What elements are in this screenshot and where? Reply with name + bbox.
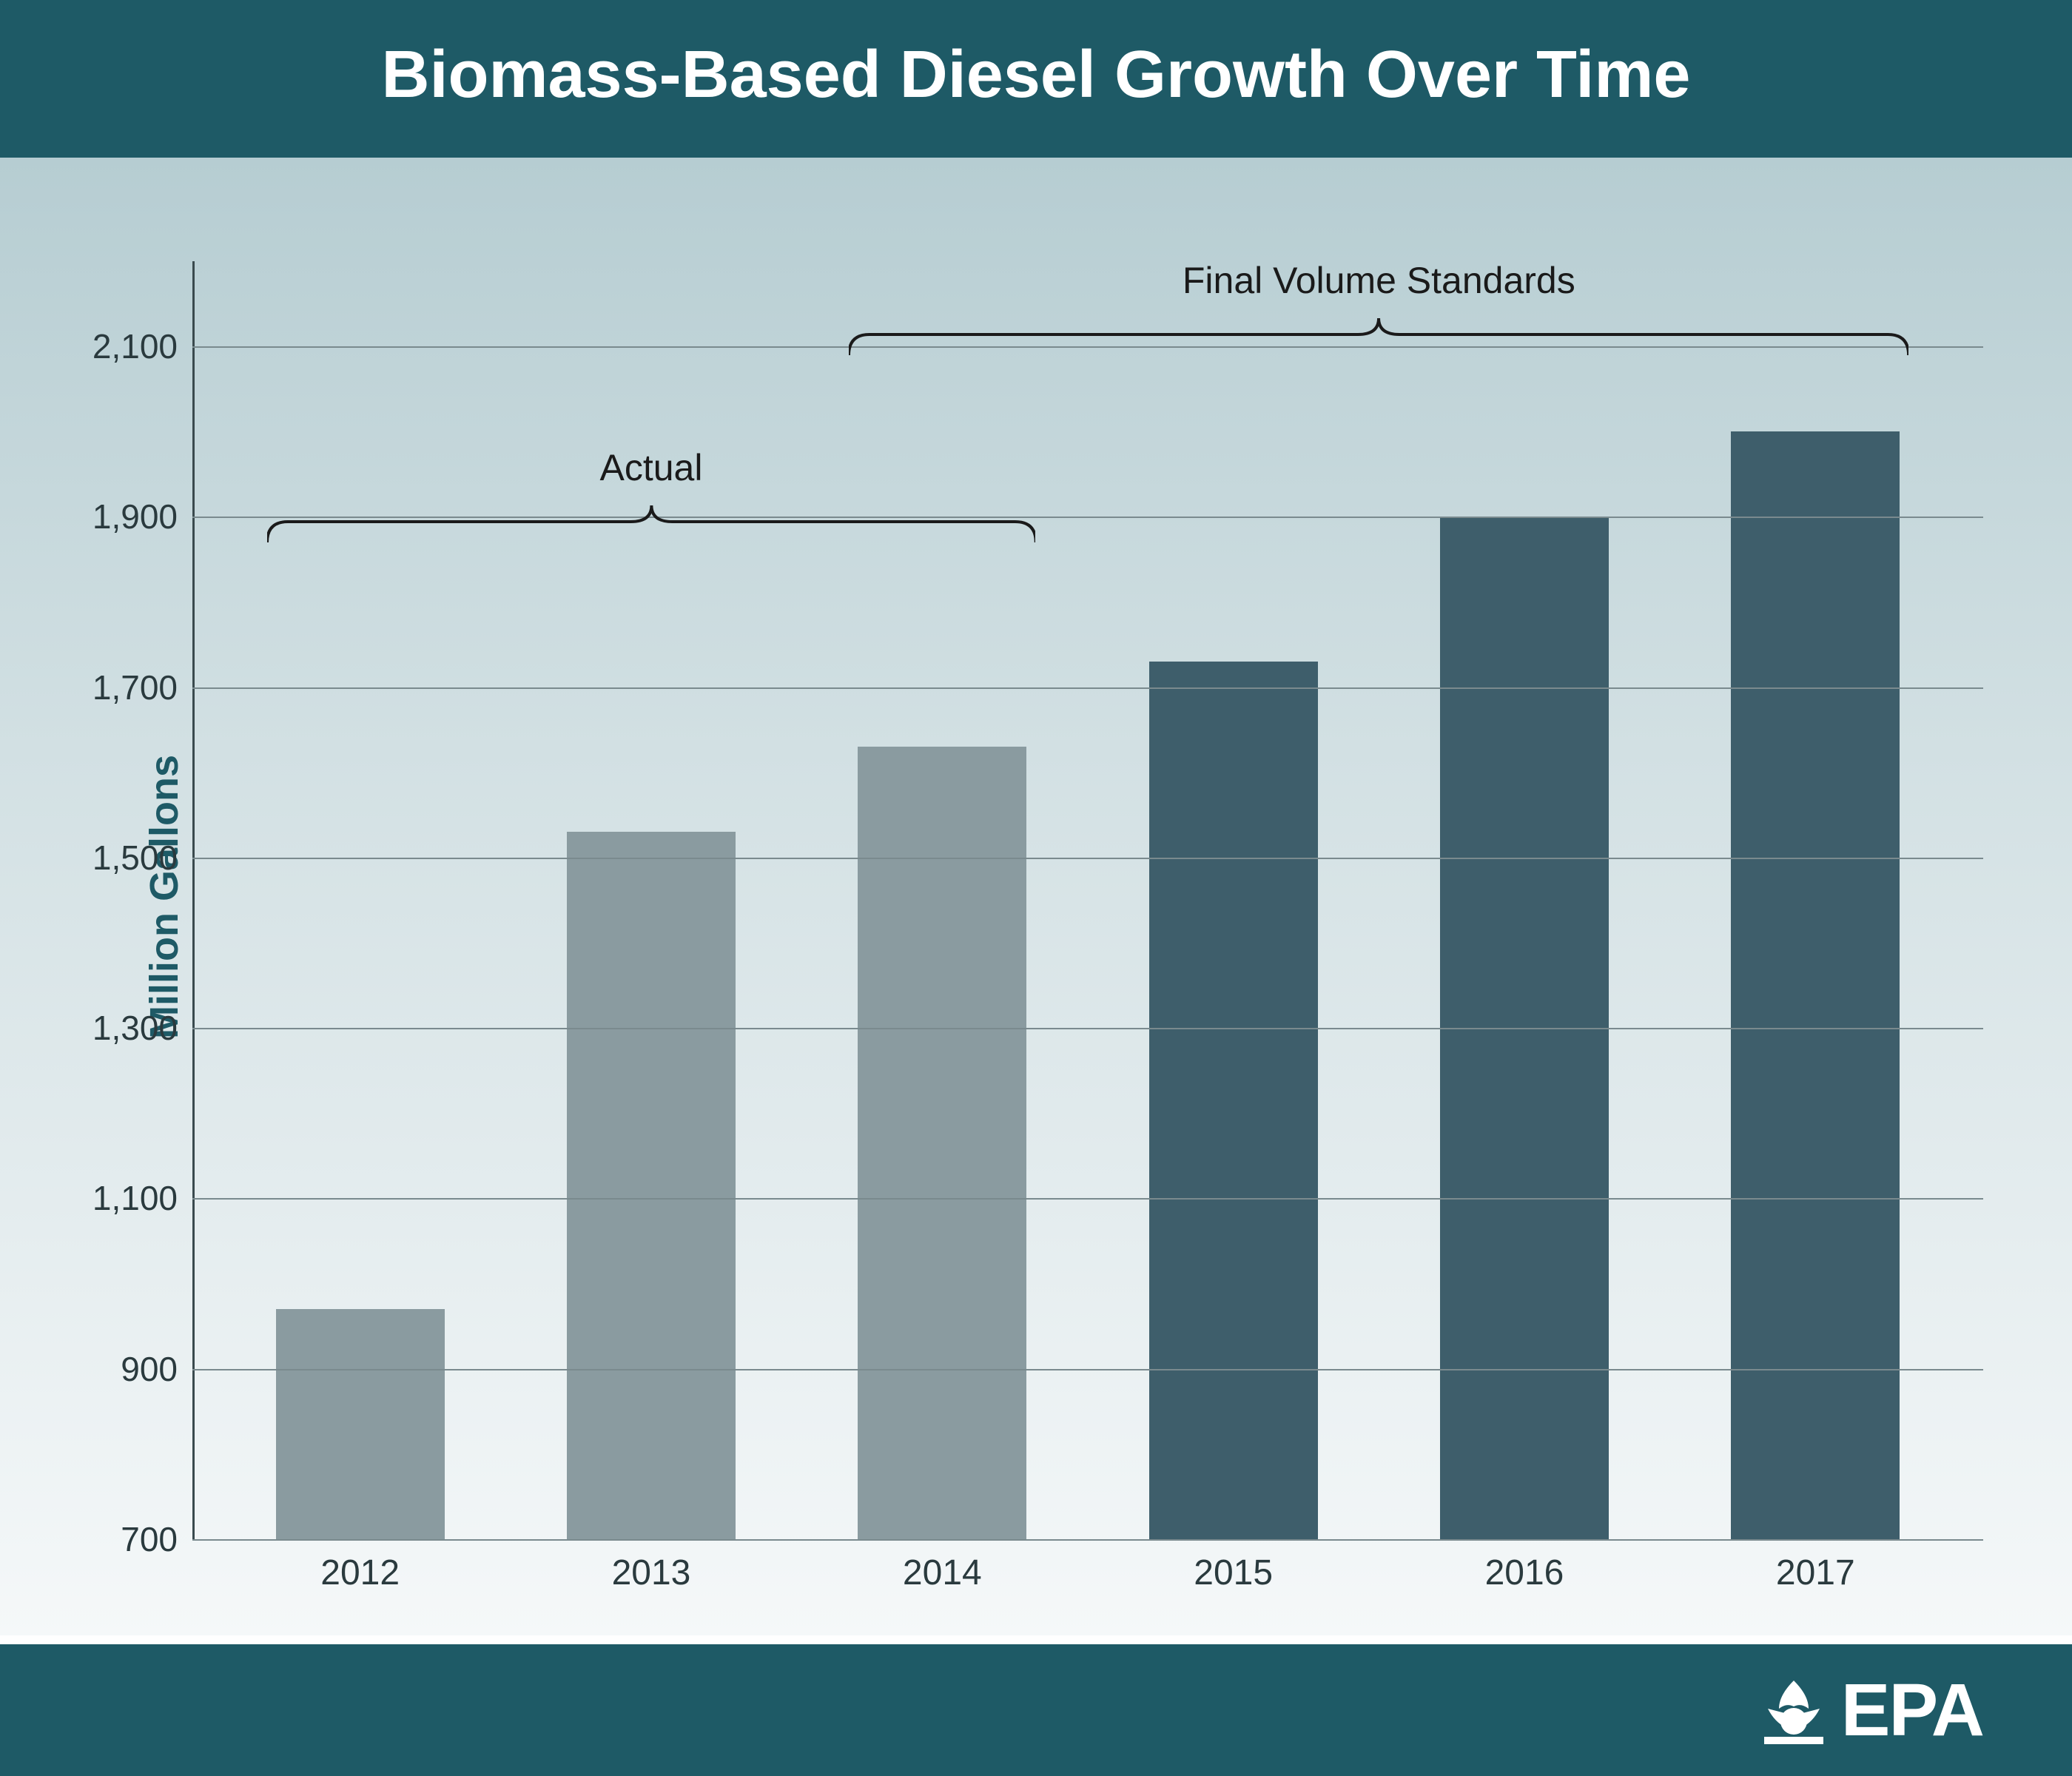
bar xyxy=(1731,431,1900,1539)
y-tick-label: 1,900 xyxy=(92,497,178,536)
bar xyxy=(276,1309,445,1539)
chart-title: Biomass-Based Diesel Growth Over Time xyxy=(0,37,2072,113)
x-tick-label: 2017 xyxy=(1776,1553,1855,1593)
gridline xyxy=(192,346,1983,348)
x-tick-label: 2014 xyxy=(903,1553,982,1593)
chart-container: Biomass-Based Diesel Growth Over Time Mi… xyxy=(0,0,2072,1776)
bar-slot: 2013 xyxy=(505,261,796,1539)
y-axis-label-wrap: Million Gallons xyxy=(141,754,187,1038)
gridline xyxy=(192,517,1983,518)
gridline xyxy=(192,687,1983,689)
bar-slot: 2014 xyxy=(797,261,1088,1539)
x-tick-label: 2015 xyxy=(1194,1553,1273,1593)
y-tick-label: 700 xyxy=(121,1519,178,1559)
bar-slot: 2017 xyxy=(1670,261,1961,1539)
gridline xyxy=(192,1539,1983,1541)
bar xyxy=(1149,662,1318,1539)
bar xyxy=(858,747,1026,1539)
bar-slot: 2012 xyxy=(215,261,505,1539)
bars-group: 201220132014201520162017 xyxy=(192,261,1983,1539)
x-tick-label: 2013 xyxy=(612,1553,691,1593)
x-tick-label: 2016 xyxy=(1485,1553,1564,1593)
bar xyxy=(567,832,736,1539)
epa-logo: EPA xyxy=(1757,1668,1983,1753)
y-axis-label: Million Gallons xyxy=(141,754,187,1038)
epa-logo-text: EPA xyxy=(1841,1668,1983,1753)
y-tick-label: 1,700 xyxy=(92,667,178,707)
chart-area: Million Gallons 201220132014201520162017… xyxy=(0,158,2072,1635)
y-tick-label: 1,100 xyxy=(92,1178,178,1218)
gridline xyxy=(192,1198,1983,1200)
y-tick-label: 900 xyxy=(121,1349,178,1389)
plot-region: 201220132014201520162017 7009001,1001,30… xyxy=(192,261,1983,1591)
y-tick-label: 2,100 xyxy=(92,326,178,366)
chart-header: Biomass-Based Diesel Growth Over Time xyxy=(0,0,2072,158)
bar-slot: 2015 xyxy=(1088,261,1379,1539)
gridline xyxy=(192,1028,1983,1029)
x-tick-label: 2012 xyxy=(320,1553,400,1593)
gridline xyxy=(192,1369,1983,1370)
y-tick-label: 1,500 xyxy=(92,838,178,878)
gridline xyxy=(192,858,1983,859)
epa-flower-icon xyxy=(1757,1673,1831,1747)
chart-footer: EPA xyxy=(0,1635,2072,1776)
bar-slot: 2016 xyxy=(1379,261,1669,1539)
y-tick-label: 1,300 xyxy=(92,1008,178,1048)
